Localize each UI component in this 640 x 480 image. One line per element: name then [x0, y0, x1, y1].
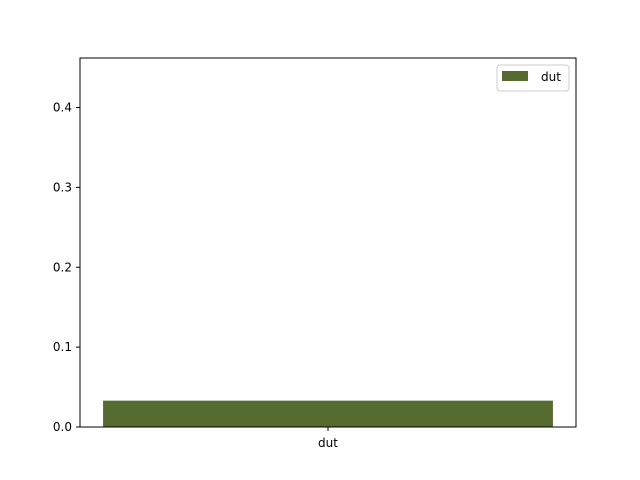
y-axis: 0.0 0.1 0.2 0.3 0.4	[53, 101, 80, 434]
x-tick-label: dut	[318, 436, 338, 450]
legend-label-dut: dut	[541, 70, 561, 84]
bar-dut-dut	[103, 400, 553, 427]
bars-group	[103, 400, 553, 427]
legend: dut	[496, 64, 570, 92]
plot-frame	[79, 57, 577, 428]
x-axis: dut	[318, 427, 338, 450]
y-tick-label: 0.2	[53, 260, 72, 274]
y-tick-label: 0.1	[53, 340, 72, 354]
plot-area	[80, 58, 576, 427]
y-tick-label: 0.0	[53, 420, 72, 434]
legend-swatch-dut	[502, 71, 528, 81]
y-tick-label: 0.4	[53, 101, 72, 115]
y-tick-label: 0.3	[53, 180, 72, 194]
